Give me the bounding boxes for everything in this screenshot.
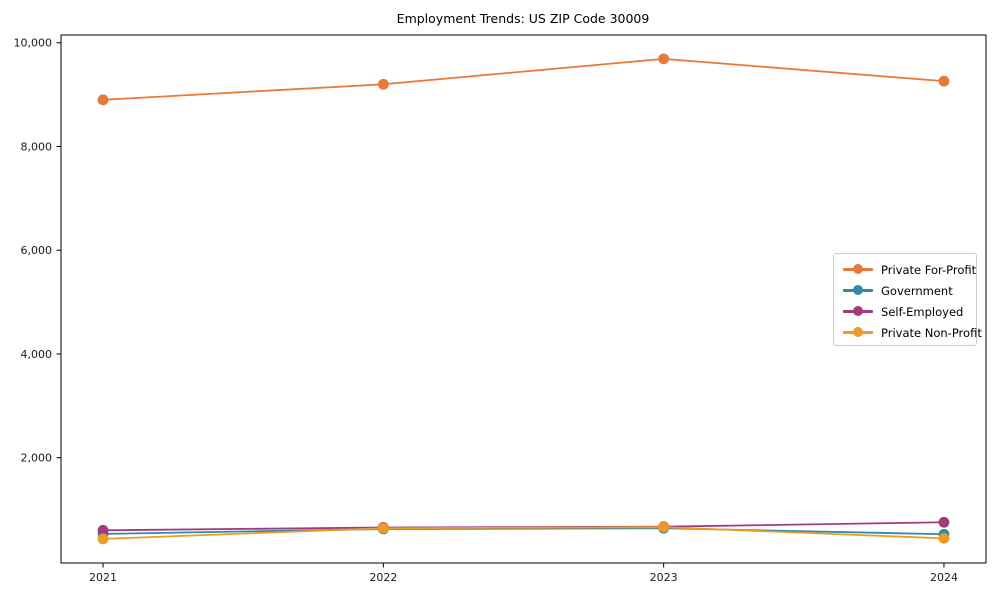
chart-title: Employment Trends: US ZIP Code 30009 (396, 11, 650, 26)
x-tick-label: 2023 (650, 571, 678, 584)
data-point-private-for-profit (377, 78, 389, 90)
legend-marker-dot (853, 285, 863, 296)
y-tick-label: 4,000 (21, 348, 53, 361)
legend-item-self-employed: Self-Employed (843, 301, 976, 322)
x-tick-label: 2024 (930, 571, 958, 584)
legend-item-private-for-profit: Private For-Profit (843, 259, 976, 280)
legend-item-private-non-profit: Private Non-Profit (843, 322, 982, 343)
legend-line-swatch (843, 327, 873, 338)
series-line-private-non-profit (103, 526, 944, 540)
legend-item-government: Government (843, 280, 976, 301)
legend-label: Private For-Profit (881, 262, 977, 277)
legend-box: Private For-Profit Government Self-Emplo… (833, 253, 982, 346)
legend-line-swatch (843, 264, 873, 275)
x-tick-label: 2022 (369, 571, 397, 584)
data-point-private-non-profit (938, 532, 950, 544)
axes-spines (60, 34, 987, 564)
legend-label: Self-Employed (881, 304, 964, 319)
x-tick-label: 2021 (89, 571, 117, 584)
legend-label: Government (881, 283, 953, 298)
data-point-private-for-profit (97, 94, 109, 106)
legend-line-swatch (843, 306, 873, 317)
data-point-private-non-profit (377, 522, 389, 534)
legend-marker-dot (853, 327, 863, 338)
legend-line-swatch (843, 285, 873, 296)
data-point-self-employed (97, 524, 109, 536)
legend-label: Private Non-Profit (881, 325, 982, 340)
y-tick-label: 2,000 (21, 452, 53, 465)
y-tick-label: 6,000 (21, 244, 53, 257)
y-tick-label: 8,000 (21, 140, 53, 153)
legend-marker-dot (853, 306, 863, 317)
y-tick-label: 10,000 (14, 37, 53, 50)
data-point-private-for-profit (938, 75, 950, 87)
data-point-private-non-profit (658, 521, 670, 533)
series-line-government (103, 527, 944, 536)
data-point-self-employed (938, 516, 950, 528)
data-point-private-for-profit (658, 53, 670, 65)
data-point-private-non-profit (97, 533, 109, 545)
legend-marker-dot (853, 264, 863, 275)
series-line-private-for-profit (102, 57, 945, 101)
